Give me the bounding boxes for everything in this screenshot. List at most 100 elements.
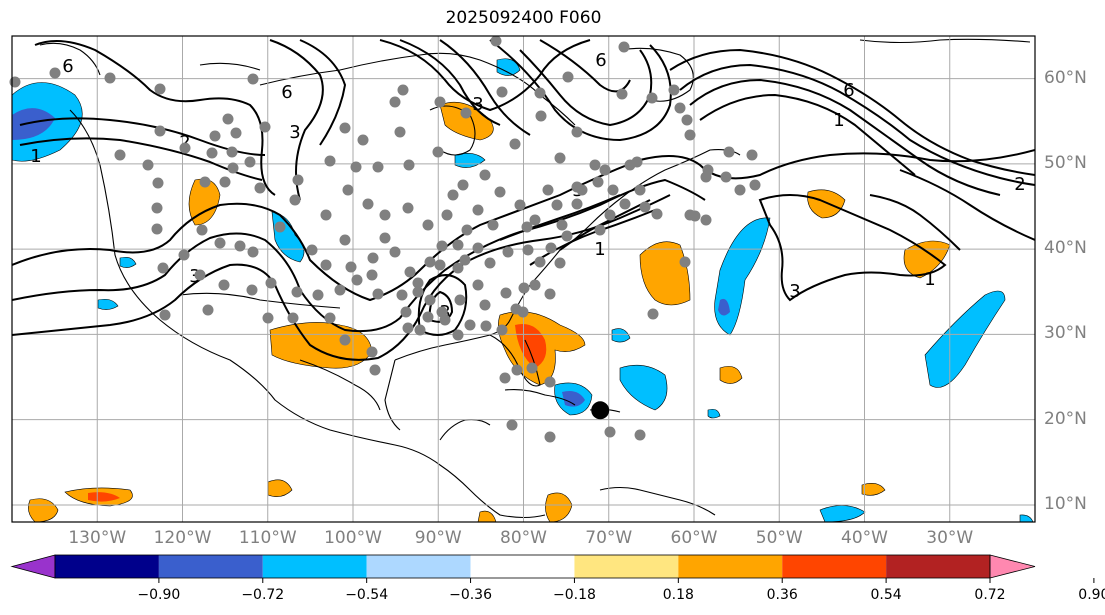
figure-title: 2025092400 F060 <box>445 8 602 28</box>
station-dot <box>542 184 554 196</box>
colorbar-extend-low <box>10 554 56 579</box>
station-dot <box>351 274 363 286</box>
station-dot <box>452 239 464 251</box>
station-dot <box>556 219 568 231</box>
station-dot <box>434 96 446 108</box>
colorbar-segment <box>470 555 575 578</box>
station-dot <box>334 284 346 296</box>
station-dot <box>631 156 643 168</box>
station-dot <box>362 198 374 210</box>
station-dot <box>154 83 166 95</box>
latitude-label: 40°N <box>1044 238 1087 259</box>
station-dot <box>397 84 409 96</box>
station-dot <box>551 199 563 211</box>
longitude-label: 90°W <box>414 528 462 548</box>
station-dot <box>439 314 451 326</box>
station-dot <box>422 219 434 231</box>
colorbar-tick-label: 0.90 <box>1078 587 1105 603</box>
station-dot <box>517 306 529 318</box>
station-dot <box>464 319 476 331</box>
colorbar-tick-label: −0.18 <box>552 587 596 603</box>
contour-label: 6 <box>843 80 854 101</box>
station-dot <box>679 256 691 268</box>
colorbar-extend-high <box>989 554 1036 579</box>
station-dot <box>457 179 469 191</box>
station-dot <box>202 304 214 316</box>
station-dot <box>179 142 191 154</box>
station-dot <box>594 224 606 236</box>
station-dot <box>262 312 274 324</box>
station-dot <box>511 364 523 376</box>
station-dot <box>379 209 391 221</box>
station-dot <box>651 208 663 220</box>
station-dot <box>490 35 502 47</box>
contour-label: 3 <box>472 94 483 115</box>
colorbar-segment <box>262 555 367 578</box>
station-dot <box>292 174 304 186</box>
station-dot <box>702 164 714 176</box>
station-dot <box>639 201 651 213</box>
station-dot <box>479 169 491 181</box>
colorbar-frame <box>54 554 991 579</box>
station-dot <box>544 288 556 300</box>
station-dot <box>459 254 471 266</box>
colorbar-tick-label: −0.36 <box>449 587 492 603</box>
station-dot <box>487 219 499 231</box>
station-dot <box>289 194 301 206</box>
contour-label: 1 <box>833 110 844 131</box>
station-dot <box>746 149 758 161</box>
station-dot <box>142 159 154 171</box>
station-dot <box>544 431 556 443</box>
station-dot <box>206 147 218 159</box>
anomaly-orange-central-atlantic <box>807 189 846 219</box>
station-dot <box>436 240 448 252</box>
station-dot <box>561 230 573 242</box>
station-dot <box>324 155 336 167</box>
longitude-label: 130°W <box>68 528 127 548</box>
station-dot <box>287 312 299 324</box>
station-dot <box>526 362 538 374</box>
latitude-label: 30°N <box>1044 323 1087 344</box>
station-dot <box>367 252 379 264</box>
station-dot <box>389 246 401 258</box>
station-dot <box>366 346 378 358</box>
station-dot <box>422 311 434 323</box>
contour-label: 1 <box>924 269 935 290</box>
station-dot <box>357 134 369 146</box>
longitude-label: 100°W <box>324 528 382 548</box>
longitude-label: 70°W <box>585 528 633 548</box>
station-dot <box>494 186 506 198</box>
station-dot <box>291 286 303 298</box>
station-dot <box>674 102 686 114</box>
station-dot <box>339 234 351 246</box>
station-dot <box>265 277 277 289</box>
latitude-label: 20°N <box>1044 408 1087 429</box>
station-dot <box>247 246 259 258</box>
station-dot <box>432 146 444 158</box>
station-dot <box>396 289 408 301</box>
anomaly-blue-mid-atlantic <box>619 364 668 411</box>
station-dot <box>152 177 164 189</box>
station-dot <box>646 92 658 104</box>
station-dot <box>366 269 378 281</box>
station-dot <box>499 372 511 384</box>
station-dot <box>535 110 547 122</box>
latitude-label: 60°N <box>1044 67 1087 88</box>
station-dot <box>394 126 406 138</box>
colorbar-segment <box>366 555 471 578</box>
station-dot <box>634 184 646 196</box>
station-dot <box>619 198 631 210</box>
station-dot <box>247 73 259 85</box>
station-dot <box>339 334 351 346</box>
station-dot <box>214 237 226 249</box>
station-dot <box>372 288 384 300</box>
station-dot <box>472 204 484 216</box>
station-dot <box>723 146 735 158</box>
station-dot <box>403 159 415 171</box>
station-dot <box>518 282 530 294</box>
station-dot <box>592 176 604 188</box>
station-dot <box>320 209 332 221</box>
contour-label: 6 <box>595 50 606 71</box>
station-dot <box>534 87 546 99</box>
station-dot <box>414 324 426 336</box>
